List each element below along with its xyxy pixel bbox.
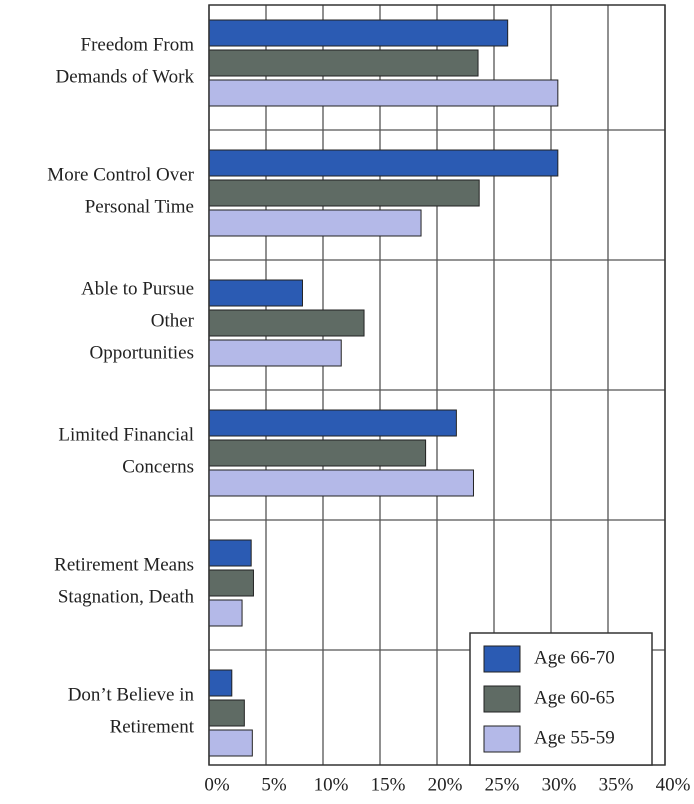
bar (208, 309, 365, 337)
legend-label: Age 60-65 (534, 687, 615, 708)
bar (208, 599, 243, 627)
x-tick-label: 30% (542, 774, 577, 795)
bar (208, 79, 559, 107)
bar (208, 439, 427, 467)
category-label: Opportunities (90, 342, 195, 363)
x-tick-label: 20% (428, 774, 463, 795)
x-tick-label: 0% (204, 774, 230, 795)
x-tick-label: 35% (599, 774, 634, 795)
plot-frame (208, 4, 666, 766)
bar (208, 409, 457, 437)
category-label: More Control Over (47, 164, 194, 185)
x-tick-label: 40% (656, 774, 691, 795)
bar (208, 539, 252, 567)
bar (208, 149, 559, 177)
category-label: Other (151, 310, 195, 331)
bar (208, 669, 233, 697)
x-tick-label: 10% (314, 774, 349, 795)
x-tick-label: 5% (261, 774, 287, 795)
category-label: Freedom From (81, 34, 195, 55)
x-tick-label: 25% (485, 774, 520, 795)
legend-swatch (483, 685, 521, 713)
bar (208, 179, 480, 207)
bar (208, 209, 422, 237)
legend-label: Age 66-70 (534, 647, 615, 668)
bar (208, 469, 474, 497)
bar (208, 49, 479, 77)
category-label: Personal Time (85, 196, 194, 217)
category-label: Stagnation, Death (58, 586, 195, 607)
x-tick-label: 15% (371, 774, 406, 795)
legend: Age 66-70 Age 60-65 Age 55-59 (469, 632, 653, 766)
category-label: Retirement Means (54, 554, 194, 575)
category-label: Don’t Believe in (68, 684, 195, 705)
bar (208, 699, 245, 727)
category-label: Concerns (122, 456, 194, 477)
bar (208, 729, 253, 757)
category-label: Able to Pursue (81, 278, 194, 299)
category-label: Limited Financial (58, 424, 194, 445)
legend-swatch (483, 725, 521, 753)
bar (208, 279, 303, 307)
legend-label: Age 55-59 (534, 727, 615, 748)
bar (208, 339, 342, 367)
bar (208, 569, 254, 597)
category-label: Demands of Work (56, 66, 195, 87)
legend-swatch (483, 645, 521, 673)
bar (208, 19, 509, 47)
category-label: Retirement (110, 716, 195, 737)
